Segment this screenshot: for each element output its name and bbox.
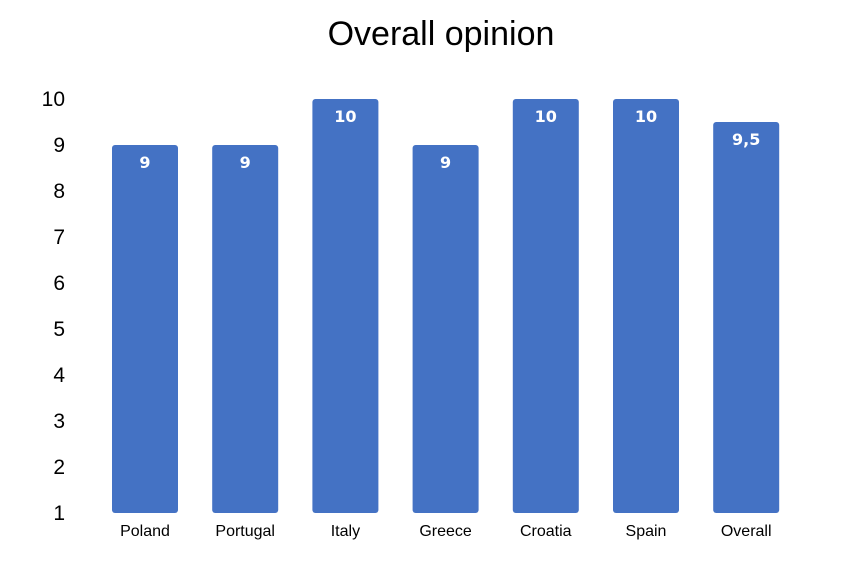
x-axis: Poland Portugal Italy Greece Croatia Spain Ove… [120,523,771,540]
bar-spain [613,99,679,513]
bar-greece [412,145,479,513]
y-tick-label: 7 [53,226,65,249]
data-label: 9 [139,153,150,172]
bar-poland [112,145,178,513]
x-tick-label: Croatia [520,523,572,540]
x-tick-label: Spain [626,523,667,540]
y-tick-label: 9 [53,134,65,157]
x-tick-label: Portugal [215,523,275,540]
chart-title: Overall opinion [328,15,555,53]
bars: 9 9 10 9 10 10 9,5 [112,99,780,513]
x-tick-label: Overall [721,523,772,540]
data-label: 9 [440,153,451,172]
data-label: 10 [635,107,657,126]
y-tick-label: 1 [53,502,65,525]
bar-italy [312,99,379,513]
x-tick-label: Italy [331,523,360,540]
bar-portugal [212,145,279,513]
x-tick-label: Poland [120,523,170,540]
y-tick-label: 3 [53,410,65,433]
data-label: 10 [334,107,356,126]
bar-croatia [512,99,579,513]
y-tick-label: 2 [53,456,65,479]
y-axis: 1 2 3 4 5 6 7 8 9 10 [42,88,66,525]
data-label: 9,5 [732,130,760,149]
y-tick-label: 8 [53,180,65,203]
bar-overall [713,122,780,513]
x-tick-label: Greece [419,523,472,540]
data-label: 10 [535,107,557,126]
y-tick-label: 4 [53,364,65,387]
y-tick-label: 6 [53,272,65,295]
data-label: 9 [240,153,251,172]
y-tick-label: 5 [53,318,65,341]
y-tick-label: 10 [42,88,65,111]
